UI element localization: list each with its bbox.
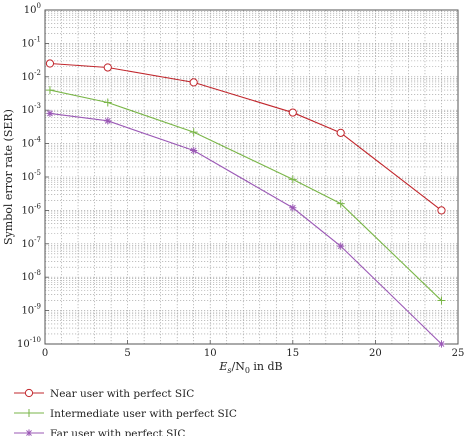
legend-label: Far user with perfect SIC xyxy=(50,428,185,436)
y-tick-label: 10-3 xyxy=(21,102,41,116)
y-tick-label-exponent: -7 xyxy=(34,236,41,244)
x-tick-label: 15 xyxy=(286,348,299,359)
x-axis-title-zero: 0 xyxy=(245,366,250,375)
y-tick-label-exponent: -3 xyxy=(34,102,41,110)
y-tick-label-base: 10 xyxy=(21,205,34,216)
x-tick-label: 10 xyxy=(204,348,217,359)
x-axis-title-rest: in dB xyxy=(250,360,283,373)
axis-ticks: 0 5 10 15 20 2510010-110-210-310-410-510-610-… xyxy=(17,2,464,359)
y-tick-label-exponent: -1 xyxy=(34,35,41,43)
y-tick-label-exponent: -2 xyxy=(34,69,41,77)
y-tick-label: 10-10 xyxy=(17,336,41,350)
data-point-near xyxy=(437,206,446,215)
y-tick-label: 10-5 xyxy=(21,169,41,183)
y-tick-label: 10-1 xyxy=(21,35,41,49)
data-series xyxy=(45,59,446,348)
x-tick-label: 25 xyxy=(452,348,465,359)
x-tick-label: 0 xyxy=(42,348,48,359)
y-tick-label-base: 10 xyxy=(17,339,30,350)
data-point-intermediate xyxy=(189,128,198,137)
y-tick-label-exponent: -4 xyxy=(34,136,41,144)
y-tick-label-base: 10 xyxy=(21,38,34,49)
data-point-near xyxy=(189,78,198,87)
series-intermediate xyxy=(45,86,446,305)
y-axis-title: Symbol error rate (SER) xyxy=(2,109,15,245)
y-tick-label: 10-6 xyxy=(21,202,41,216)
data-point-intermediate xyxy=(45,86,54,95)
data-point-intermediate xyxy=(437,296,446,305)
y-tick-label-base: 10 xyxy=(21,306,34,317)
y-tick-label-exponent: -5 xyxy=(34,169,41,177)
y-tick-label-base: 10 xyxy=(21,139,34,150)
data-point-far xyxy=(46,109,54,118)
y-tick-label: 10-8 xyxy=(21,269,41,283)
x-axis-title-e: E xyxy=(218,360,227,373)
legend-marker xyxy=(25,409,33,417)
data-point-intermediate xyxy=(336,199,345,208)
legend: Near user with perfect SIC Intermediate u… xyxy=(14,388,237,436)
y-tick-label: 10-7 xyxy=(21,236,41,250)
data-point-near xyxy=(103,63,112,72)
y-tick-label-base: 10 xyxy=(21,172,34,183)
y-tick-label-base: 10 xyxy=(24,5,37,16)
legend-item-far: Far user with perfect SIC xyxy=(14,428,185,436)
y-tick-label-exponent: -10 xyxy=(30,336,41,344)
x-axis-title-s: s xyxy=(227,366,231,375)
y-tick-label: 100 xyxy=(24,2,41,16)
y-tick-label-exponent: -9 xyxy=(34,303,41,311)
data-point-far xyxy=(337,242,345,250)
x-axis-title: Es/N0 in dB xyxy=(218,360,282,375)
data-point-intermediate xyxy=(103,98,112,107)
legend-marker xyxy=(25,429,33,436)
x-axis-title-mid: /N xyxy=(231,360,245,373)
data-point-intermediate xyxy=(288,175,297,184)
y-tick-label-base: 10 xyxy=(21,239,34,250)
y-tick-label: 10-4 xyxy=(21,136,41,150)
series-near xyxy=(45,59,446,215)
y-tick-label: 10-9 xyxy=(21,303,41,317)
data-point-far xyxy=(104,117,112,125)
legend-marker xyxy=(24,388,34,398)
legend-label: Intermediate user with perfect SIC xyxy=(50,408,237,420)
data-point-near xyxy=(288,108,297,117)
y-tick-label-exponent: -8 xyxy=(34,269,41,277)
y-tick-label-exponent: 0 xyxy=(37,2,41,10)
x-tick-label: 20 xyxy=(369,348,382,359)
data-point-far xyxy=(437,340,446,348)
series-line-far xyxy=(49,112,442,345)
y-tick-label-base: 10 xyxy=(21,272,34,283)
legend-label: Near user with perfect SIC xyxy=(50,388,194,400)
legend-item-intermediate: Intermediate user with perfect SIC xyxy=(14,408,237,420)
series-line-intermediate xyxy=(49,89,442,301)
data-point-far xyxy=(289,204,297,212)
data-point-near xyxy=(336,128,345,137)
series-line-near xyxy=(49,62,442,211)
data-point-far xyxy=(190,146,198,155)
data-point-near xyxy=(45,59,55,68)
y-tick-label-base: 10 xyxy=(21,105,34,116)
x-tick-label: 5 xyxy=(124,348,130,359)
y-tick-label-base: 10 xyxy=(21,72,34,83)
series-far xyxy=(46,109,446,348)
y-tick-label-exponent: -6 xyxy=(34,202,41,210)
y-tick-label: 10-2 xyxy=(21,69,41,83)
legend-item-near: Near user with perfect SIC xyxy=(14,388,194,400)
